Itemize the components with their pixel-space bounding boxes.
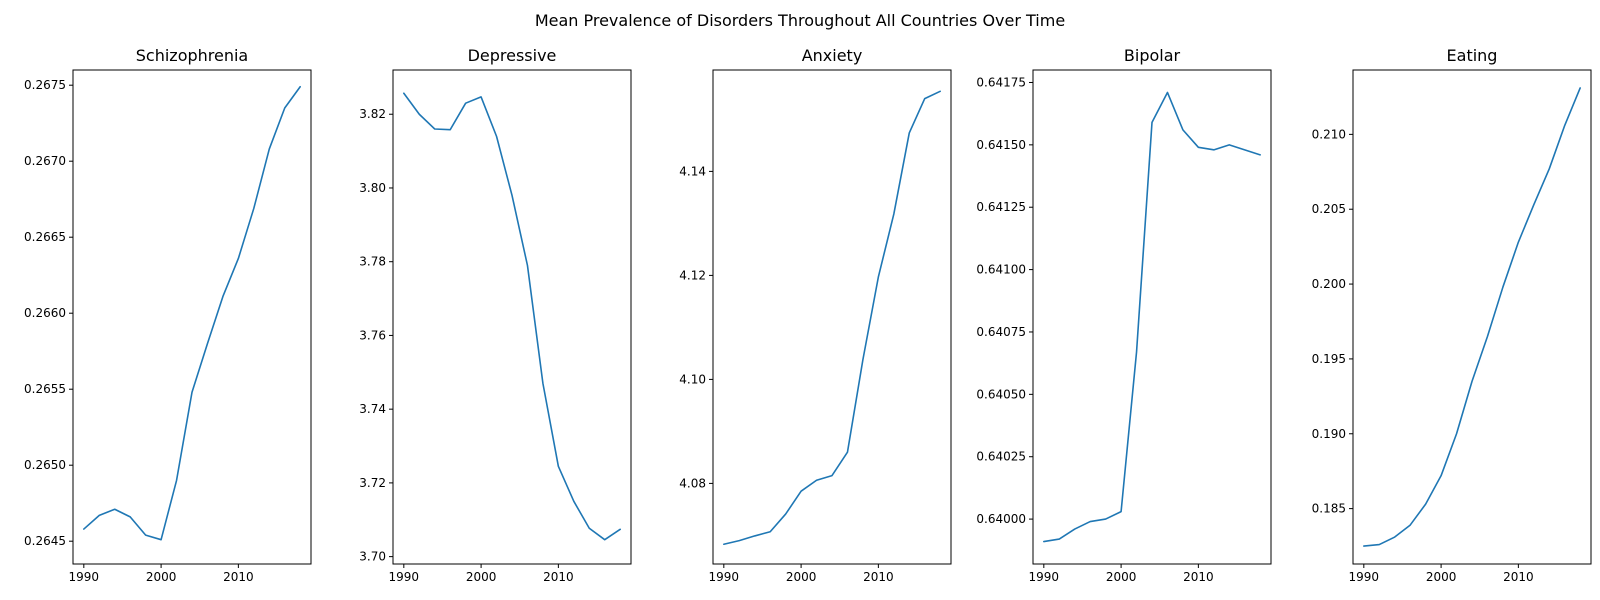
y-tick-label: 0.2665 (24, 230, 66, 244)
y-tick-label: 0.195 (1312, 352, 1346, 366)
y-tick-label: 0.185 (1312, 502, 1346, 516)
y-tick-label: 0.190 (1312, 427, 1346, 441)
x-tick-label: 1990 (389, 570, 420, 584)
subplot-anxiety: Anxiety 1990 2000 2010 4.08 4.10 4.12 4.14 (679, 46, 952, 584)
axes-frame (392, 69, 632, 565)
y-tick-label: 0.2655 (24, 382, 66, 396)
y-tick-label: 0.64125 (976, 200, 1026, 214)
y-tick-label: 4.14 (679, 164, 706, 178)
y-tick-label: 3.72 (359, 476, 386, 490)
y-tick-label: 0.2660 (24, 306, 66, 320)
subplot-title: Anxiety (802, 46, 863, 65)
series-line (1363, 87, 1581, 547)
x-tick-label: 2000 (786, 570, 817, 584)
subplot-title: Bipolar (1124, 46, 1181, 65)
x-tick-label: 1990 (69, 570, 100, 584)
x-tick-label: 1990 (709, 570, 740, 584)
y-tick-label: 4.08 (679, 476, 706, 490)
y-tick-label: 0.64100 (976, 263, 1026, 277)
y-tick-label: 0.2645 (24, 534, 66, 548)
y-tick-label: 3.70 (359, 550, 386, 564)
axes-frame (72, 69, 312, 565)
series-line (83, 85, 301, 541)
series-line (403, 92, 621, 541)
y-tick-label: 3.80 (359, 181, 386, 195)
figure-title: Mean Prevalence of Disorders Throughout … (535, 11, 1065, 30)
subplot-bipolar: Bipolar 1990 2000 2010 0.64000 0.64025 0.6405… (976, 46, 1272, 584)
y-tick-label: 4.12 (679, 268, 706, 282)
x-tick-label: 2000 (146, 570, 177, 584)
axes-frame (1352, 69, 1592, 565)
y-tick-label: 0.2650 (24, 458, 66, 472)
series-line (723, 90, 941, 546)
y-tick-label: 0.64050 (976, 387, 1026, 401)
series-line (1043, 91, 1261, 543)
y-tick-label: 3.78 (359, 255, 386, 269)
y-tick-label: 0.64075 (976, 325, 1026, 339)
subplot-title: Schizophrenia (136, 46, 248, 65)
x-tick-label: 2010 (1503, 570, 1534, 584)
subplot-eating: Eating 1990 2000 2010 0.185 0.190 0.195 0.200 0… (1312, 46, 1592, 584)
y-tick-label: 3.74 (359, 402, 386, 416)
y-tick-label: 0.64150 (976, 138, 1026, 152)
axes-frame (712, 69, 952, 565)
y-tick-label: 4.10 (679, 372, 706, 386)
y-tick-label: 3.76 (359, 328, 386, 342)
y-tick-label: 0.210 (1312, 127, 1346, 141)
y-tick-label: 0.200 (1312, 277, 1346, 291)
x-tick-label: 2010 (223, 570, 254, 584)
y-tick-label: 0.2675 (24, 78, 66, 92)
y-tick-label: 0.2670 (24, 154, 66, 168)
y-tick-label: 0.64000 (976, 512, 1026, 526)
x-tick-label: 2000 (1426, 570, 1457, 584)
axes-frame (1032, 69, 1272, 565)
subplot-schizophrenia: Schizophrenia 1990 2000 2010 0.2645 0.2650 0.… (24, 46, 312, 584)
subplot-depressive: Depressive 1990 2000 2010 3.70 3.72 3.74 3.76 3… (359, 46, 632, 584)
y-tick-label: 0.64175 (976, 75, 1026, 89)
x-tick-label: 2010 (863, 570, 894, 584)
subplot-title: Eating (1447, 46, 1498, 65)
y-tick-label: 0.64025 (976, 450, 1026, 464)
x-tick-label: 2010 (1183, 570, 1214, 584)
x-tick-label: 2010 (543, 570, 574, 584)
y-tick-label: 3.82 (359, 107, 386, 121)
subplot-title: Depressive (468, 46, 557, 65)
x-tick-label: 1990 (1349, 570, 1380, 584)
x-tick-label: 1990 (1029, 570, 1060, 584)
x-tick-label: 2000 (1106, 570, 1137, 584)
x-tick-label: 2000 (466, 570, 497, 584)
y-tick-label: 0.205 (1312, 202, 1346, 216)
